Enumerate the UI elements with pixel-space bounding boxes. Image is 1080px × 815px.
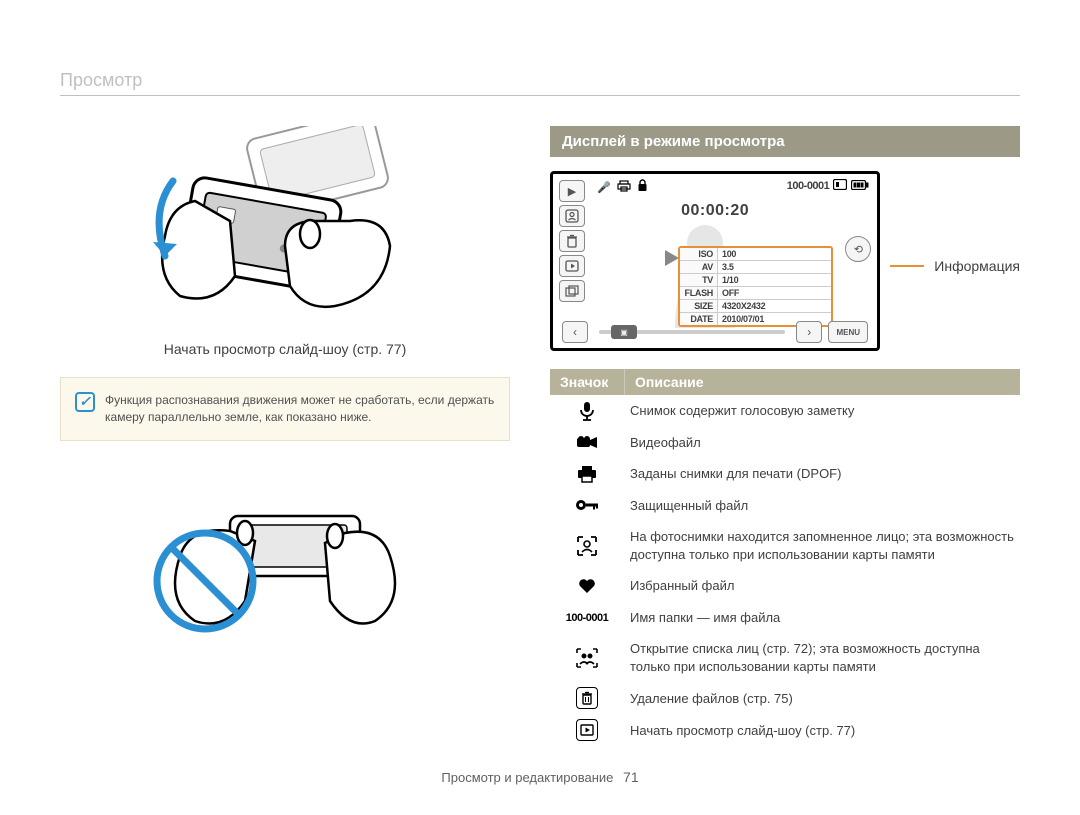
row-desc: Имя папки — имя файла [624,607,1020,629]
heart-icon [550,578,624,594]
trash-icon [550,687,624,709]
note-box: ✓ Функция распознавания движения может н… [60,377,510,441]
table-row: 100-0001 Имя папки — имя файла [550,602,1020,634]
screen-top-icons: 🎤 [597,179,648,195]
lock-icon [550,498,624,512]
thumb-track[interactable]: ▣ [599,330,785,334]
icon-table-header: Значок Описание [550,369,1020,395]
info-flash-val: OFF [718,287,831,300]
table-row: Видеофайл [550,427,1020,459]
table-row: Удаление файлов (стр. 75) [550,682,1020,714]
row-desc: Защищенный файл [624,495,1020,517]
screen-bottom-bar: ‹ ▣ › MENU [559,320,871,344]
note-text: Функция распознавания движения может не … [105,392,495,426]
illustration-gesture [135,126,435,326]
info-tv-label: TV [680,274,718,287]
thumb-knob[interactable]: ▣ [611,325,637,339]
print-icon [550,465,624,483]
screen-icon-face [559,205,585,227]
info-tv-val: 1/10 [718,274,831,287]
table-row: Снимок содержит голосовую заметку [550,395,1020,427]
display-callout-wrap: ▶ 🎤 100-0001 00:00:20 [550,171,1020,351]
gesture-caption: Начать просмотр слайд-шоу (стр. 77) [60,341,510,357]
faces-icon [550,648,624,668]
table-row: Избранный файл [550,570,1020,602]
table-row: На фотоснимки находится запомненное лицо… [550,521,1020,570]
mic-icon-small: 🎤 [597,181,611,194]
prev-button[interactable]: ‹ [562,321,588,343]
callout-line [890,265,924,267]
info-box: ISO100 AV3.5 TV1/10 FLASHOFF SIZE4320X24… [678,246,833,327]
file-number-display: 100-0001 [787,180,830,192]
row-desc: Заданы снимки для печати (DPOF) [624,463,1020,485]
row-desc: Снимок содержит голосовую заметку [624,400,1020,422]
video-icon [550,435,624,450]
page-footer: Просмотр и редактирование 71 [0,769,1080,785]
row-desc: На фотоснимки находится запомненное лицо… [624,526,1020,565]
row-desc: Открытие списка лиц (стр. 72); эта возмо… [624,638,1020,677]
next-button[interactable]: › [796,321,822,343]
info-av-val: 3.5 [718,261,831,274]
screen-icon-multi [559,280,585,302]
table-row: Начать просмотр слайд-шоу (стр. 77) [550,714,1020,746]
info-av-label: AV [680,261,718,274]
screen-icon-trash [559,230,585,252]
section-title: Просмотр [60,70,1020,96]
content-columns: Начать просмотр слайд-шоу (стр. 77) ✓ Фу… [60,126,1020,746]
info-flash-label: FLASH [680,287,718,300]
illustration-prohibited [135,461,435,641]
screen-icon-play: ▶ [559,180,585,202]
screen-top-right: 100-0001 [787,179,870,193]
table-row: Защищенный файл [550,490,1020,522]
page-number: 71 [623,769,639,785]
battery-icon [851,180,869,193]
info-size-val: 4320X2432 [718,300,831,313]
face-icon [550,536,624,556]
table-row: Заданы снимки для печати (DPOF) [550,458,1020,490]
row-desc: Удаление файлов (стр. 75) [624,688,1020,710]
table-row: Открытие списка лиц (стр. 72); эта возмо… [550,633,1020,682]
row-desc: Избранный файл [624,575,1020,597]
slideshow-icon [550,719,624,741]
play-triangle [665,250,679,266]
note-icon: ✓ [75,392,95,412]
info-iso-val: 100 [718,248,831,261]
display-screen: ▶ 🎤 100-0001 00:00:20 [550,171,880,351]
display-mode-heading: Дисплей в режиме просмотра [550,126,1020,157]
footer-text: Просмотр и редактирование [441,770,613,785]
lock-icon-small [637,179,648,195]
th-icon: Значок [550,369,624,395]
fileno-icon: 100-0001 [550,612,624,624]
screen-icon-slideshow [559,255,585,277]
right-column: Дисплей в режиме просмотра ▶ 🎤 100-0001 [550,126,1020,746]
mic-icon [550,401,624,421]
row-desc: Видеофайл [624,432,1020,454]
menu-button[interactable]: MENU [828,321,868,343]
print-icon-small [617,180,631,195]
callout-label: Информация [934,258,1020,274]
screen-icon-rotate: ⟲ [845,236,871,262]
info-iso-label: ISO [680,248,718,261]
info-size-label: SIZE [680,300,718,313]
left-column: Начать просмотр слайд-шоу (стр. 77) ✓ Фу… [60,126,510,746]
card-icon [833,179,847,193]
row-desc: Начать просмотр слайд-шоу (стр. 77) [624,720,1020,742]
th-desc: Описание [624,369,1020,395]
